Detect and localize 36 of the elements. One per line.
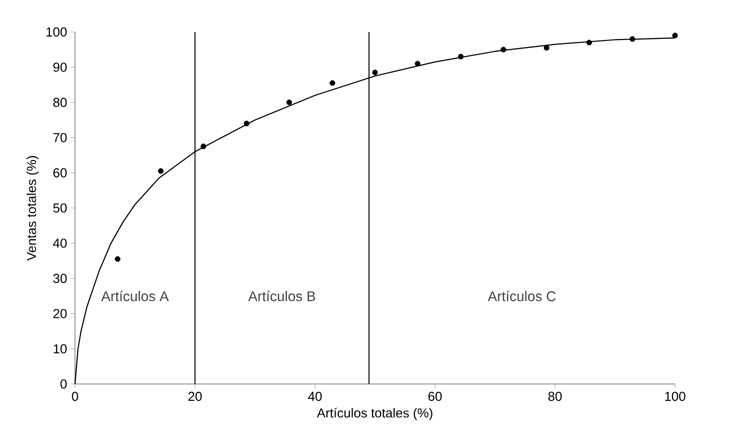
y-axis-title: Ventas totales (%) <box>26 156 39 261</box>
point <box>114 256 120 262</box>
x-tick-label: 0 <box>72 392 78 401</box>
y-tick-label: 50 <box>53 203 67 213</box>
point <box>244 120 250 126</box>
x-tick-label: 80 <box>548 392 562 401</box>
y-tick-label: 20 <box>53 308 67 318</box>
y-tick-label: 10 <box>54 344 67 354</box>
x-axis-title: Artículos totales (%) <box>316 408 432 420</box>
point <box>330 80 336 86</box>
point <box>544 45 550 51</box>
point <box>672 32 678 38</box>
point <box>586 40 592 46</box>
y-tick-label: 100 <box>46 27 67 37</box>
y-tick-label: 80 <box>53 98 67 107</box>
annotation: Artículos A <box>101 290 169 302</box>
point <box>200 144 206 150</box>
point <box>500 46 506 52</box>
y-tick-label: 40 <box>53 238 67 248</box>
x-tick-label: 60 <box>428 392 442 401</box>
y-tick-label: 60 <box>53 168 67 178</box>
x-tick-label: 100 <box>665 392 686 401</box>
point <box>414 60 420 66</box>
annotation: Artículos B <box>248 290 316 302</box>
point <box>630 36 636 42</box>
y-tick-label: 70 <box>53 132 67 142</box>
point <box>372 70 378 76</box>
y-tick-label: 30 <box>53 274 67 283</box>
y-tick-label: 90 <box>53 62 67 72</box>
x-tick-label: 20 <box>188 392 202 401</box>
point <box>158 168 164 174</box>
y-tick-label: 0 <box>60 379 67 389</box>
annotation: Artículos C <box>488 290 556 302</box>
point <box>458 54 464 60</box>
x-tick-label: 40 <box>308 392 322 401</box>
point <box>286 100 292 106</box>
